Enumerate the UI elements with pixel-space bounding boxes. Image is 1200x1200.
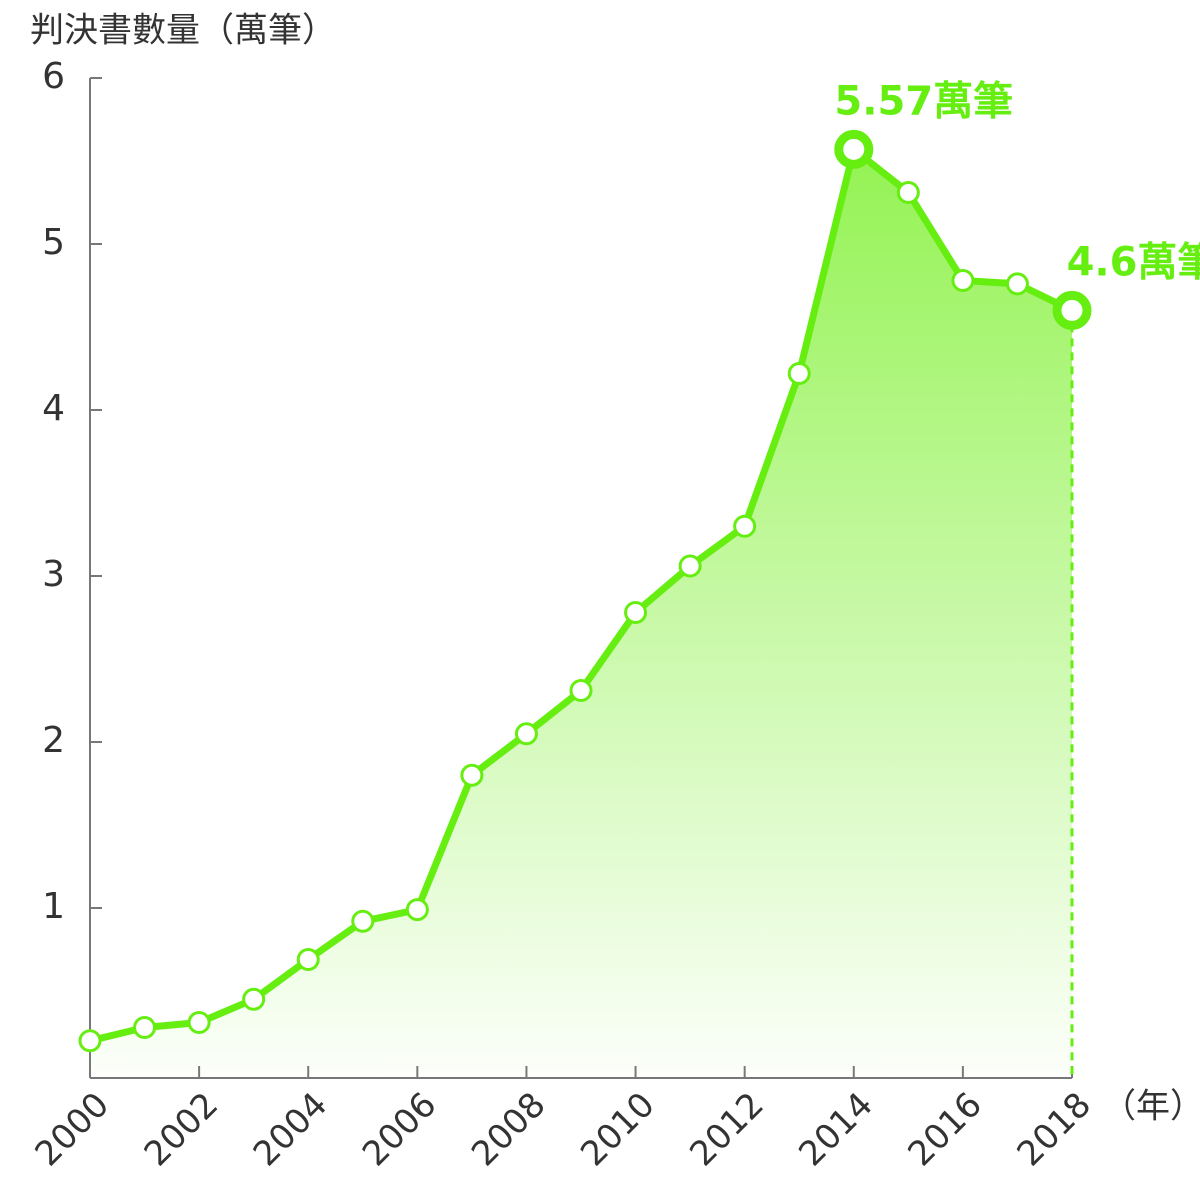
point — [405, 898, 429, 922]
point — [296, 947, 320, 971]
point — [733, 514, 757, 538]
area — [90, 149, 1072, 1074]
point — [351, 909, 375, 933]
point — [187, 1011, 211, 1035]
y-tick-label: 6 — [42, 56, 65, 97]
point — [787, 361, 811, 385]
point — [460, 763, 484, 787]
y-axis-title: 判決書數量（萬筆） — [30, 11, 336, 51]
x-axis-title: （年） — [1102, 1087, 1200, 1127]
point — [78, 1029, 102, 1053]
point — [569, 679, 593, 703]
point — [133, 1016, 157, 1040]
point — [896, 181, 920, 205]
y-tick-label: 4 — [42, 388, 65, 429]
x-tick-label: 2014 — [791, 1085, 880, 1174]
y-tick-label: 1 — [42, 886, 65, 927]
x-tick-label: 2002 — [137, 1085, 226, 1174]
point — [242, 987, 266, 1011]
point — [624, 601, 648, 625]
x-tick-label: 2000 — [28, 1085, 117, 1174]
x-tick-label: 2006 — [355, 1085, 444, 1174]
y-tick-label: 2 — [42, 720, 65, 761]
value-label: 4.6萬筆 — [1067, 239, 1200, 285]
x-tick-label: 2008 — [464, 1085, 553, 1174]
x-tick-label: 2016 — [900, 1085, 989, 1174]
point — [678, 554, 702, 578]
value-label: 5.57萬筆 — [834, 78, 1013, 124]
y-tick-label: 5 — [42, 222, 65, 263]
point — [951, 269, 975, 293]
x-tick-label: 2012 — [682, 1085, 771, 1174]
point — [1052, 290, 1092, 330]
y-tick-label: 3 — [42, 554, 65, 595]
point — [514, 722, 538, 746]
x-tick-label: 2018 — [1010, 1085, 1099, 1174]
x-tick-label: 2004 — [246, 1085, 335, 1174]
x-tick-label: 2010 — [573, 1085, 662, 1174]
point — [1005, 272, 1029, 296]
point — [834, 129, 874, 169]
